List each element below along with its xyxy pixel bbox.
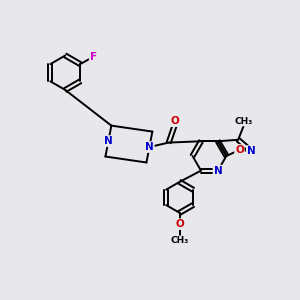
Text: CH₃: CH₃ (170, 236, 189, 245)
Text: O: O (170, 116, 179, 126)
Text: N: N (214, 166, 222, 176)
Text: N: N (145, 142, 154, 152)
Text: CH₃: CH₃ (235, 117, 253, 126)
Text: N: N (247, 146, 256, 156)
Text: O: O (175, 219, 184, 229)
Text: N: N (104, 136, 113, 146)
Text: F: F (90, 52, 97, 62)
Text: O: O (235, 145, 244, 155)
